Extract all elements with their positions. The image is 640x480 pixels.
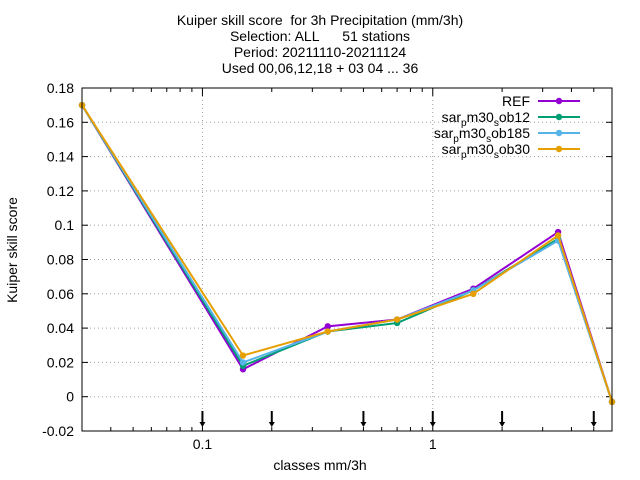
threshold-marker-head — [360, 422, 367, 427]
y-tick-label: 0.1 — [55, 217, 75, 233]
series-point — [324, 328, 331, 335]
threshold-marker-head — [590, 422, 597, 427]
series-line-3 — [81, 104, 613, 403]
series-point — [324, 323, 331, 330]
y-tick-label: 0.16 — [47, 114, 74, 130]
legend-marker-3 — [555, 145, 563, 153]
x-tick-label: 0.1 — [193, 436, 213, 452]
chart-title-line-4: Used 00,06,12,18 + 03 04 ... 36 — [221, 60, 419, 76]
y-tick-label: 0.14 — [47, 149, 74, 165]
legend-label-3: sarpm30sob30 — [442, 141, 531, 161]
threshold-marker-head — [429, 422, 436, 427]
legend-marker-1 — [555, 113, 563, 121]
y-tick-label: 0.12 — [47, 183, 74, 199]
series-point — [239, 359, 247, 366]
x-tick-label: 1 — [429, 436, 437, 452]
plot-frame — [81, 87, 613, 432]
chart-title-line-1: Kuiper skill score for 3h Precipitation … — [176, 12, 464, 28]
y-tick-label: 0.06 — [47, 286, 74, 302]
threshold-marker-head — [499, 422, 506, 427]
series-point — [393, 316, 401, 323]
series-point — [554, 232, 562, 239]
x-axis-label: classes mm/3h — [273, 457, 367, 473]
y-tick-label: 0.18 — [47, 80, 74, 96]
y-tick-label: 0.02 — [47, 354, 74, 370]
legend-label-2: sarpm30sob185 — [434, 125, 530, 145]
legend-marker-2 — [555, 129, 563, 137]
threshold-marker-head — [268, 422, 275, 427]
legend-label-1: sarpm30sob12 — [442, 109, 531, 129]
chart-title-line-2: Selection: ALL 51 stations — [229, 28, 411, 44]
y-tick-label: -0.02 — [42, 423, 74, 439]
series-point — [239, 352, 247, 359]
y-tick-label: 0.08 — [47, 252, 74, 268]
y-tick-label: 0.04 — [47, 320, 74, 336]
legend-marker-0 — [555, 97, 563, 105]
legend-label-0: REF — [502, 93, 530, 109]
series-point — [470, 290, 477, 297]
y-tick-label: 0 — [66, 389, 74, 405]
threshold-marker-head — [199, 422, 206, 427]
chart-title-line-3: Period: 20211110-20211124 — [233, 44, 407, 60]
